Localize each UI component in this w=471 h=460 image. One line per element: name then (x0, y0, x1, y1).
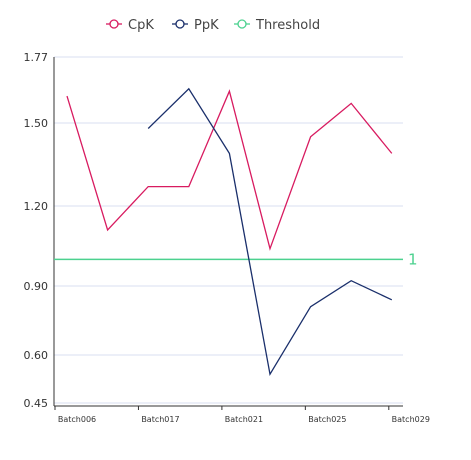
y-tick-label: 0.90 (24, 280, 49, 293)
x-tick-label: Batch025 (308, 415, 346, 424)
x-tick-label: Batch017 (141, 415, 179, 424)
y-tick-label: 0.45 (24, 397, 49, 410)
y-tick-label: 1.77 (24, 51, 49, 64)
threshold-label: 1 (408, 250, 418, 268)
legend-marker-threshold (237, 19, 247, 29)
legend-marker-cpk (109, 19, 119, 29)
series-line-ppk (147, 87, 393, 377)
legend-label-cpk: CpK (128, 18, 154, 33)
legend-marker-ppk (175, 19, 185, 29)
x-tick-label: Batch006 (58, 415, 96, 424)
y-tick-label: 0.60 (24, 349, 49, 362)
legend-label-ppk: PpK (194, 18, 219, 33)
legend-label-threshold: Threshold (255, 18, 320, 33)
y-tick-label: 1.50 (24, 117, 49, 130)
x-tick-label: Batch029 (392, 415, 430, 424)
series-line-cpk (66, 89, 393, 251)
x-tick-label: Batch021 (225, 415, 263, 424)
y-tick-label: 1.20 (24, 200, 49, 213)
